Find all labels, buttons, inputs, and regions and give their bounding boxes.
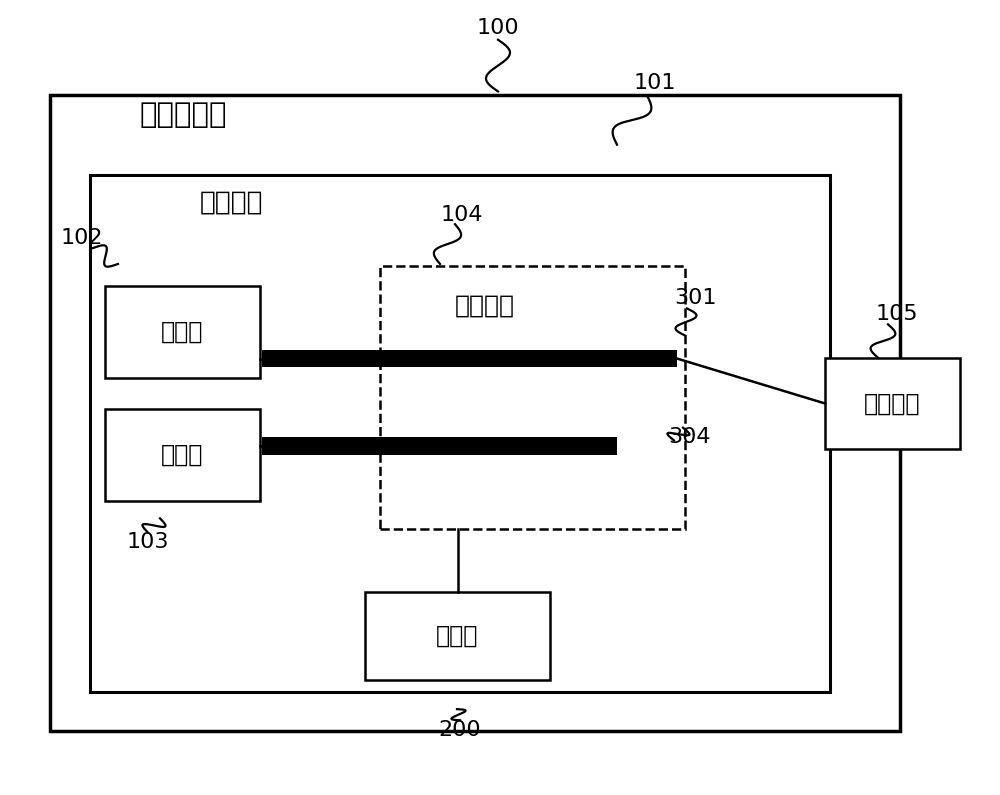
Text: 驱动器: 驱动器 <box>436 624 479 648</box>
Bar <box>262 350 677 367</box>
Bar <box>262 437 617 455</box>
Bar <box>90 175 830 692</box>
Text: 开关器件: 开关器件 <box>455 294 515 318</box>
Text: 101: 101 <box>634 73 676 94</box>
Text: 光纤网络: 光纤网络 <box>864 391 921 416</box>
Text: 发射器: 发射器 <box>161 320 204 344</box>
Text: 收发通道: 收发通道 <box>200 190 264 215</box>
Text: 200: 200 <box>439 719 481 740</box>
Bar <box>50 95 900 731</box>
Text: 301: 301 <box>674 288 716 308</box>
Text: 105: 105 <box>876 304 918 324</box>
Text: 304: 304 <box>669 427 711 448</box>
Bar <box>105 409 260 501</box>
Text: 104: 104 <box>441 204 483 225</box>
Text: 光线路终端: 光线路终端 <box>140 101 228 130</box>
Text: 102: 102 <box>61 228 103 249</box>
Text: 接收器: 接收器 <box>161 443 204 467</box>
Bar <box>380 266 685 529</box>
Text: 103: 103 <box>127 532 169 553</box>
Bar <box>105 286 260 378</box>
Bar <box>825 358 960 449</box>
Bar <box>365 592 550 680</box>
Text: 100: 100 <box>477 17 519 38</box>
